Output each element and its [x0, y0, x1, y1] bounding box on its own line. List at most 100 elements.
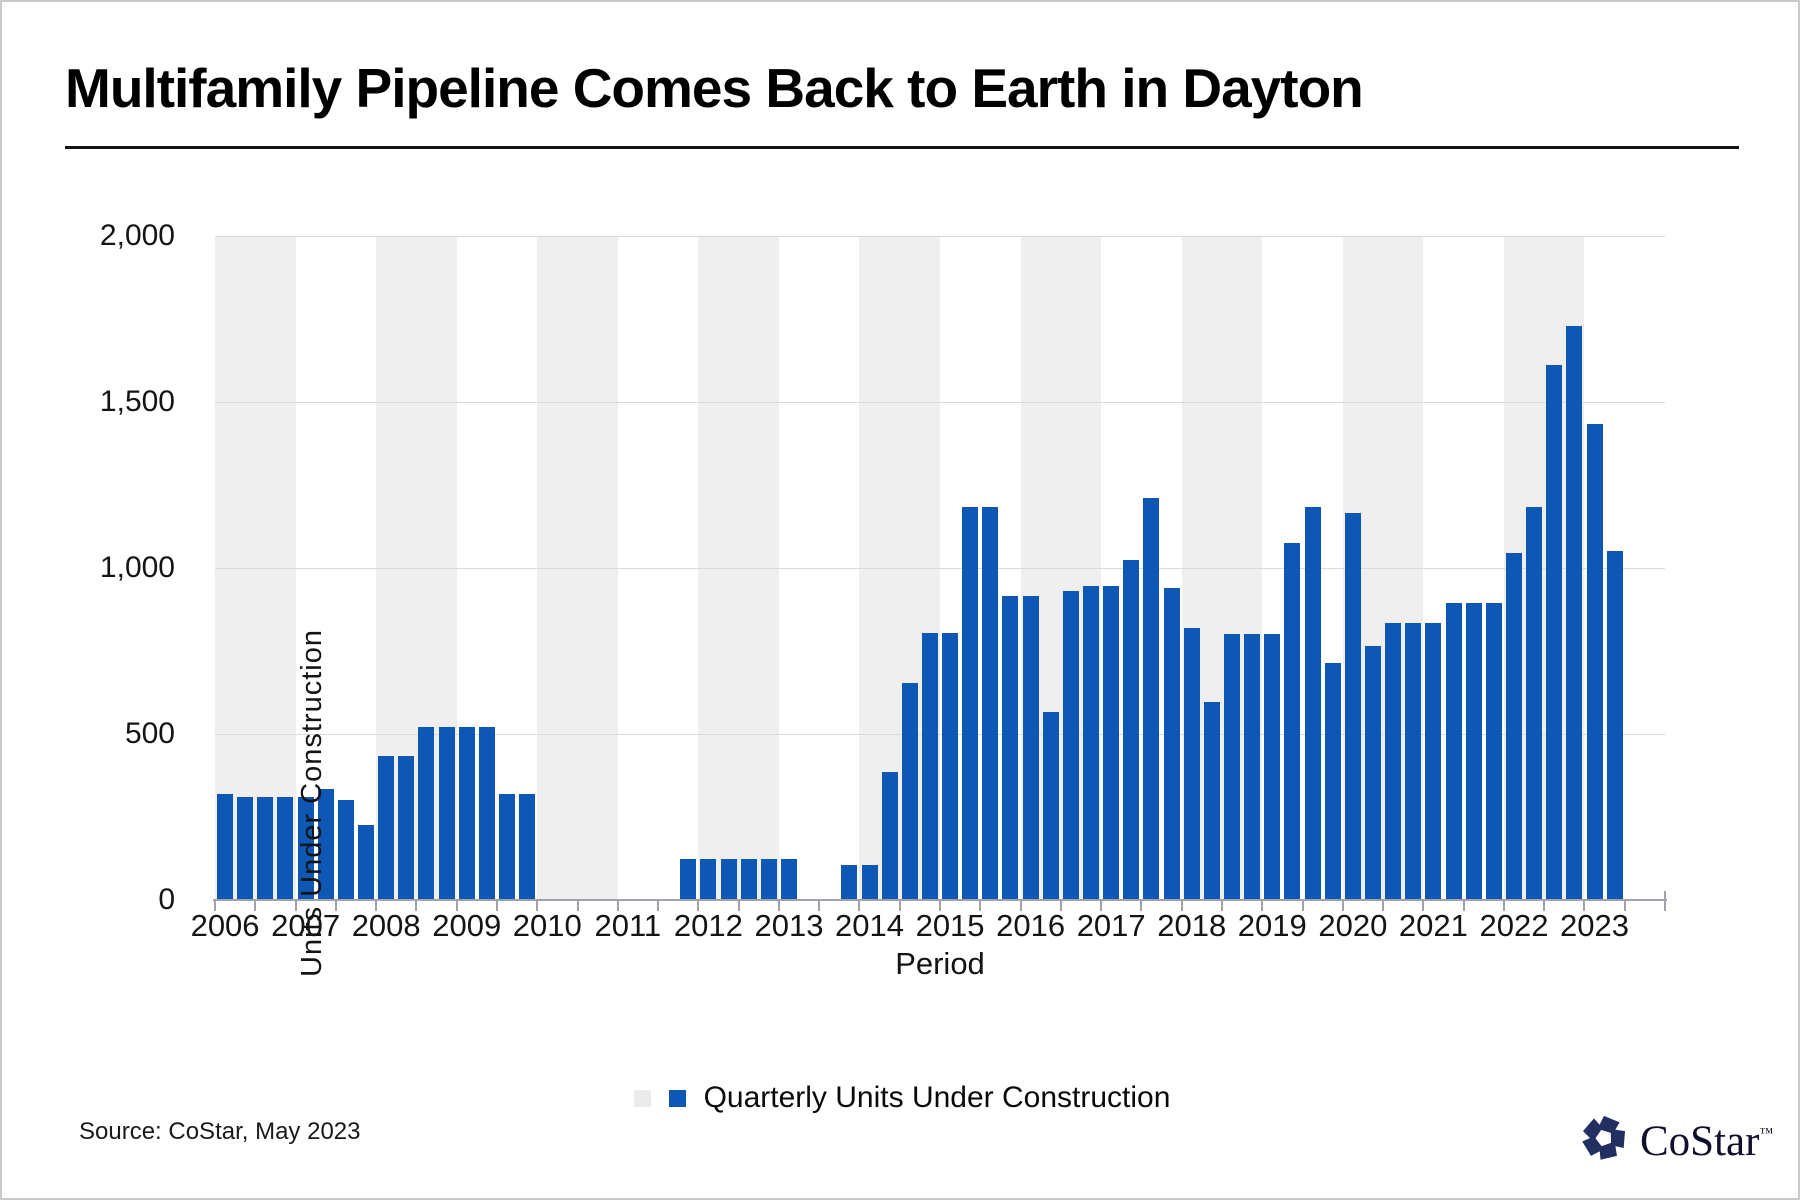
x-axis-tick	[898, 901, 901, 911]
bar-2007-q3	[337, 800, 354, 900]
bar-2018-q1	[1183, 627, 1200, 900]
x-axis-tick	[1502, 901, 1505, 911]
bar-2008-q4	[438, 727, 455, 900]
x-axis-tick	[979, 901, 982, 911]
x-axis-tick	[455, 901, 458, 911]
bar-2019-q3	[1304, 506, 1321, 900]
bar-2013-q1	[780, 858, 797, 900]
legend-blank-swatch-icon	[633, 1089, 651, 1107]
x-axis-tick	[495, 901, 498, 911]
x-axis-title: Period	[895, 946, 985, 981]
chart-legend: Quarterly Units Under Construction	[2, 1078, 1798, 1118]
x-tick-label-2008: 2008	[351, 908, 421, 943]
bar-2006-q2	[237, 797, 254, 900]
x-axis-tick	[294, 901, 297, 911]
bar-2012-q1	[700, 858, 717, 900]
bar-2021-q3	[1465, 602, 1482, 900]
x-axis-tick	[334, 901, 337, 911]
legend-series-label: Quarterly Units Under Construction	[703, 1081, 1171, 1114]
bar-2020-q3	[1385, 622, 1402, 900]
title-divider	[65, 146, 1739, 149]
bar-2014-q4	[921, 632, 938, 900]
x-axis-tick	[576, 901, 579, 911]
y-tick-label-1,500: 1,500	[99, 385, 175, 418]
x-tick-label-2018: 2018	[1157, 908, 1227, 943]
bar-2021-q1	[1425, 622, 1442, 900]
bar-2016-q4	[1083, 586, 1100, 900]
x-tick-label-2020: 2020	[1318, 908, 1388, 943]
page-title: Multifamily Pipeline Comes Back to Earth…	[65, 57, 1364, 119]
y-tick-label-1,000: 1,000	[99, 551, 175, 584]
bar-2015-q3	[982, 506, 999, 900]
x-axis-tick	[1100, 901, 1103, 911]
x-tick-label-2014: 2014	[835, 908, 904, 943]
x-axis-tick	[415, 901, 418, 911]
bar-2021-q2	[1445, 602, 1462, 900]
bar-2017-q1	[1103, 586, 1120, 900]
x-axis-tick	[858, 901, 861, 911]
x-tick-label-2007: 2007	[271, 908, 341, 943]
y-axis-title: Units Under Construction	[296, 629, 328, 977]
y-tick-label-0: 0	[158, 883, 175, 916]
bar-2013-q4	[841, 865, 858, 900]
x-axis-tick	[697, 901, 700, 911]
bar-2022-q2	[1526, 506, 1543, 900]
costar-logo: CoStar™	[1578, 1108, 1773, 1168]
x-tick-label-2010: 2010	[512, 908, 582, 943]
x-axis-tick	[1341, 901, 1344, 911]
bar-2014-q2	[881, 772, 898, 900]
bar-2022-q4	[1566, 325, 1583, 900]
x-tick-label-2015: 2015	[915, 908, 985, 943]
y-tick-label-500: 500	[124, 717, 175, 750]
bar-2020-q1	[1344, 513, 1361, 900]
x-axis-line	[213, 899, 1667, 901]
x-axis-tick	[1583, 901, 1586, 911]
y-tick-label-2,000: 2,000	[99, 219, 175, 252]
x-axis-tick	[214, 901, 216, 911]
legend-series-swatch-icon	[668, 1089, 686, 1107]
x-tick-label-2022: 2022	[1479, 908, 1549, 943]
gridline	[215, 734, 1665, 735]
bar-2006-q4	[277, 797, 294, 900]
source-note: Source: CoStar, May 2023	[79, 1118, 361, 1145]
bar-2012-q2	[720, 858, 737, 900]
x-axis-tick	[1180, 901, 1183, 911]
bar-2007-q4	[358, 825, 375, 900]
bar-2016-q1	[1022, 596, 1039, 900]
bar-2014-q1	[861, 865, 878, 900]
x-axis-tick	[657, 901, 660, 911]
x-axis-tick	[254, 901, 257, 911]
x-axis-tick	[1623, 901, 1626, 911]
bar-2020-q4	[1405, 622, 1422, 900]
bar-2016-q3	[1062, 591, 1079, 900]
costar-pinwheel-icon	[1582, 1115, 1626, 1160]
x-axis-tick	[1140, 901, 1143, 911]
bar-2015-q1	[942, 632, 959, 900]
bar-2022-q1	[1505, 553, 1522, 900]
x-axis-tick	[375, 901, 378, 911]
bar-chart-plot-area: Units Under Construction Period 2006 2007…	[100, 219, 1667, 981]
x-axis-tick	[1543, 901, 1546, 911]
bar-2011-q4	[680, 858, 697, 900]
bar-2007-q2	[317, 788, 334, 900]
x-axis-tick	[818, 901, 821, 911]
bar-2009-q4	[519, 793, 536, 900]
bar-2016-q2	[1042, 712, 1059, 900]
x-tick-label-2009: 2009	[432, 908, 502, 943]
bar-2015-q2	[962, 506, 979, 900]
x-axis-tick	[939, 901, 941, 911]
x-axis-tick	[616, 901, 619, 911]
gridline	[215, 402, 1665, 403]
x-axis-tick	[1422, 901, 1425, 911]
x-tick-label-2012: 2012	[673, 908, 743, 943]
bar-2017-q3	[1143, 498, 1160, 900]
x-tick-label-2016: 2016	[996, 908, 1066, 943]
bar-2018-q4	[1244, 634, 1261, 900]
bar-2017-q2	[1123, 559, 1140, 900]
bar-2017-q4	[1163, 587, 1180, 900]
x-axis-tick	[1462, 901, 1465, 911]
bar-2006-q3	[257, 797, 274, 900]
bar-2020-q2	[1364, 646, 1381, 900]
x-tick-label-2019: 2019	[1237, 908, 1307, 943]
